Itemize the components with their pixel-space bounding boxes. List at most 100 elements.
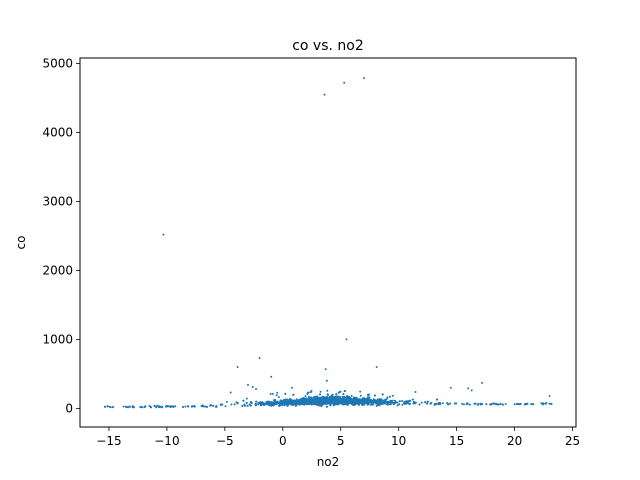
scatter-point: [236, 402, 239, 405]
scatter-point: [275, 394, 278, 397]
scatter-outlier-point: [251, 386, 254, 388]
scatter-point: [308, 400, 311, 403]
scatter-point: [289, 403, 292, 406]
scatter-point: [346, 397, 349, 400]
scatter-point: [172, 405, 175, 408]
scatter-point: [334, 399, 337, 402]
scatter-point: [367, 393, 370, 396]
scatter-point: [272, 404, 275, 407]
scatter-point: [359, 394, 362, 397]
scatter-point: [389, 395, 391, 398]
scatter-point: [155, 406, 158, 409]
scatter-point: [373, 394, 376, 397]
scatter-point: [311, 401, 314, 404]
scatter-point: [377, 403, 380, 406]
x-tick-label: −15: [96, 434, 121, 448]
scatter-point: [342, 396, 345, 399]
scatter-point: [548, 395, 551, 397]
scatter-point: [257, 402, 260, 405]
scatter-point: [504, 403, 507, 405]
scatter-point: [390, 401, 393, 404]
scatter-point: [461, 402, 464, 405]
scatter-outlier-point: [325, 379, 328, 382]
scatter-point: [339, 400, 342, 403]
scatter-outlier-point: [162, 233, 165, 236]
scatter-point: [254, 403, 257, 406]
scatter-point: [393, 399, 396, 402]
y-tick-label: 1000: [42, 332, 73, 346]
scatter-point: [293, 399, 296, 402]
scatter-point: [255, 400, 258, 403]
scatter-point: [322, 400, 325, 403]
scatter-point: [382, 399, 385, 402]
scatter-point: [420, 401, 423, 404]
scatter-outlier-point: [481, 381, 484, 384]
scatter-point: [501, 403, 504, 406]
scatter-outlier-point: [270, 375, 273, 378]
scatter-point: [347, 400, 350, 403]
scatter-point: [336, 403, 338, 406]
scatter-point: [331, 393, 334, 396]
scatter-point: [224, 405, 227, 408]
scatter-point: [122, 405, 125, 408]
scatter-point: [405, 402, 408, 405]
scatter-outlier-point: [345, 338, 348, 341]
scatter-point: [499, 402, 502, 405]
scatter-point: [380, 398, 383, 401]
scatter-point: [375, 402, 377, 405]
scatter-point: [426, 402, 429, 405]
scatter-point: [286, 398, 289, 401]
scatter-point: [319, 402, 322, 405]
scatter-outlier-point: [470, 389, 473, 392]
scatter-point: [540, 402, 543, 405]
scatter-point: [342, 399, 345, 402]
scatter-point: [372, 403, 374, 406]
scatter-point: [354, 397, 356, 400]
scatter-outlier-point: [291, 386, 294, 389]
scatter-point: [297, 402, 300, 405]
scatter-point: [174, 405, 177, 408]
scatter-point: [387, 403, 390, 406]
scatter-point: [332, 400, 335, 403]
scatter-point: [361, 400, 363, 403]
scatter-point: [305, 402, 308, 405]
scatter-point: [363, 398, 366, 401]
scatter-point: [277, 396, 280, 399]
scatter-point: [269, 401, 272, 404]
scatter-point: [424, 401, 427, 404]
scatter-point: [269, 393, 272, 395]
scatter-point: [204, 405, 206, 408]
scatter-point: [480, 403, 483, 405]
scatter-point: [339, 390, 342, 393]
scatter-point: [383, 400, 386, 403]
scatter-point: [205, 405, 208, 408]
scatter-point: [435, 398, 438, 401]
scatter-point: [225, 400, 228, 403]
scatter-point: [309, 391, 312, 394]
scatter-point: [325, 405, 328, 408]
scatter-point: [315, 396, 318, 399]
scatter-point: [363, 403, 365, 406]
scatter-point: [385, 398, 388, 401]
scatter-point: [530, 403, 533, 406]
scatter-point: [352, 401, 355, 404]
x-tick-label: 20: [507, 434, 522, 448]
scatter-point: [184, 405, 187, 408]
scatter-point: [321, 398, 324, 401]
x-tick-label: −5: [216, 434, 234, 448]
scatter-point: [319, 390, 322, 393]
scatter-point: [317, 403, 320, 406]
scatter-point: [249, 401, 252, 404]
scatter-point: [359, 399, 362, 402]
scatter-outlier-point: [255, 388, 258, 391]
scatter-point: [371, 401, 374, 404]
scatter-point: [412, 402, 415, 405]
scatter-point: [307, 398, 310, 401]
scatter-point: [542, 403, 544, 405]
scatter-point: [328, 400, 331, 403]
scatter-point: [296, 400, 299, 403]
scatter-point: [245, 402, 248, 404]
scatter-point: [403, 401, 406, 404]
x-axis-label: no2: [317, 455, 340, 469]
scatter-point: [282, 400, 285, 402]
